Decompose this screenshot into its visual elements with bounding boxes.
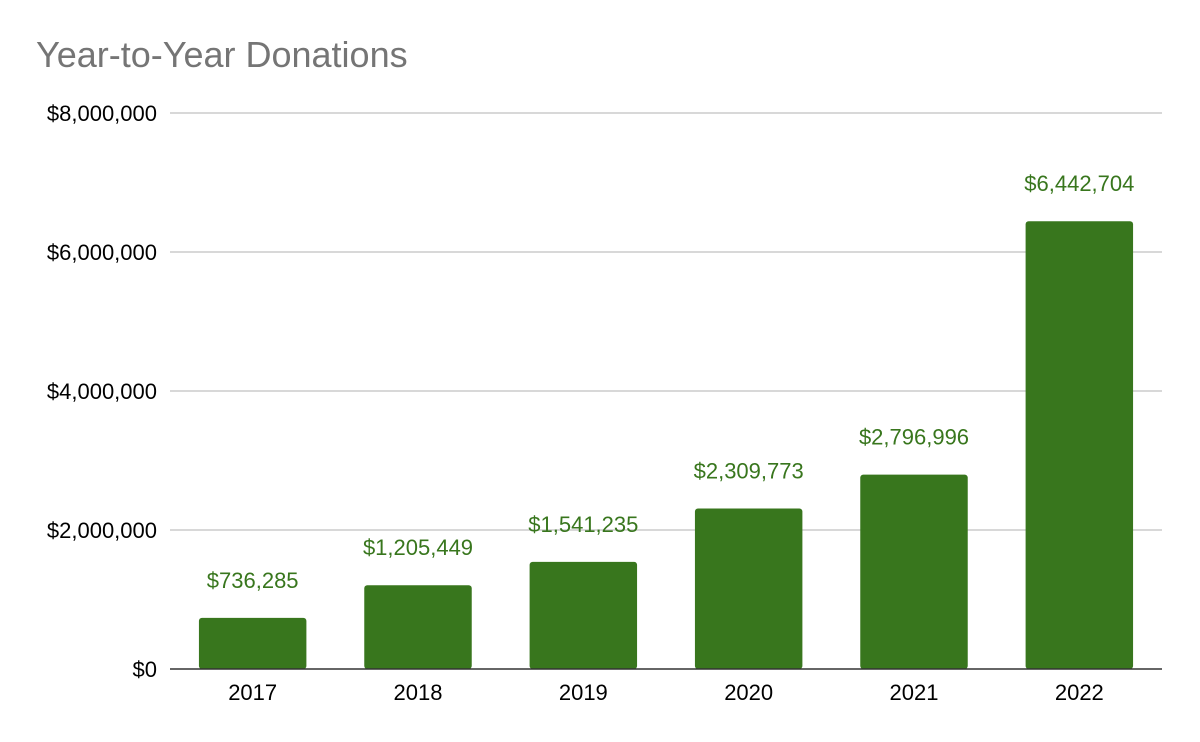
gridlines: [170, 112, 1162, 531]
bars: [198, 221, 1134, 670]
bar-data-label: $736,285: [207, 568, 299, 593]
x-tick-label: 2017: [228, 680, 277, 705]
bar: [198, 617, 307, 669]
bar: [694, 508, 803, 669]
y-tick-label: $6,000,000: [47, 240, 157, 265]
x-tick-label: 2021: [890, 680, 939, 705]
data-labels: $736,285 $1,205,449 $1,541,235 $2,309,773 $2…: [207, 171, 1135, 593]
chart-title: Year-to-Year Donations: [36, 34, 408, 75]
y-axis-tick-labels: $0 $2,000,000 $4,000,000 $6,000,000 $8,000,0…: [47, 101, 157, 682]
bar-data-label: $1,541,235: [528, 512, 638, 537]
bar-data-label: $2,309,773: [694, 458, 804, 483]
x-tick-label: 2020: [724, 680, 773, 705]
y-tick-label: $0: [133, 657, 157, 682]
bar: [1025, 221, 1134, 670]
y-tick-label: $8,000,000: [47, 101, 157, 126]
y-tick-label: $4,000,000: [47, 379, 157, 404]
bar: [529, 561, 638, 669]
x-tick-label: 2022: [1055, 680, 1104, 705]
bar-data-label: $2,796,996: [859, 425, 969, 450]
bar: [364, 585, 472, 669]
y-tick-label: $2,000,000: [47, 518, 157, 543]
x-axis-tick-labels: 2017 2018 2019 2020 2021 2022: [228, 680, 1104, 705]
bar: [860, 474, 968, 669]
x-tick-label: 2018: [394, 680, 443, 705]
bar-data-label: $1,205,449: [363, 535, 473, 560]
bar-data-label: $6,442,704: [1024, 171, 1134, 196]
x-tick-label: 2019: [559, 680, 608, 705]
